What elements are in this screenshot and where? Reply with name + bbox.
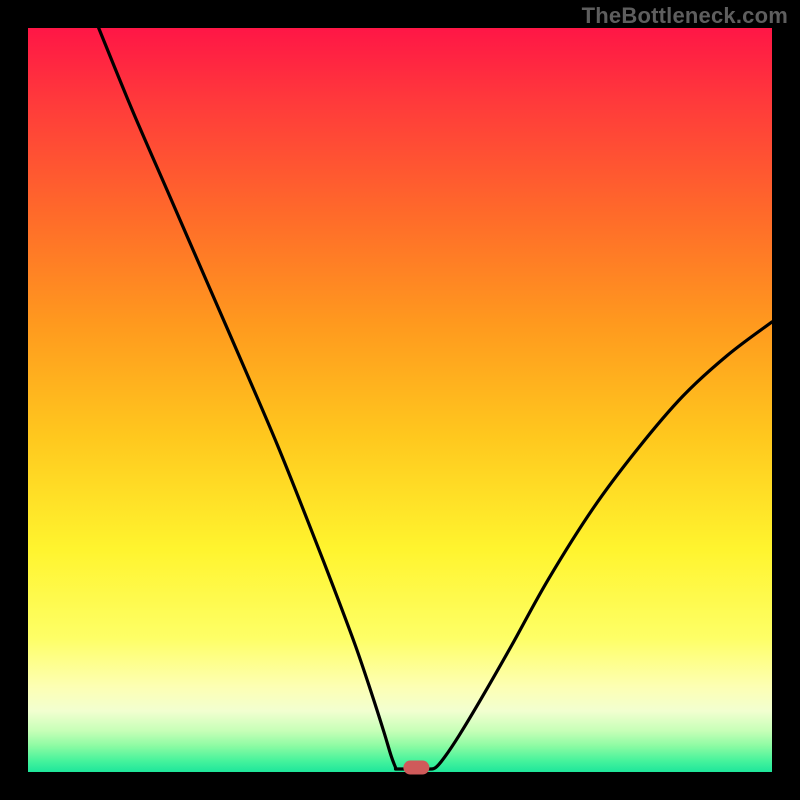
watermark-text: TheBottleneck.com: [582, 3, 788, 29]
bottleneck-chart: [0, 0, 800, 800]
chart-frame: TheBottleneck.com: [0, 0, 800, 800]
optimum-marker: [403, 761, 429, 775]
plot-area: [28, 28, 772, 772]
